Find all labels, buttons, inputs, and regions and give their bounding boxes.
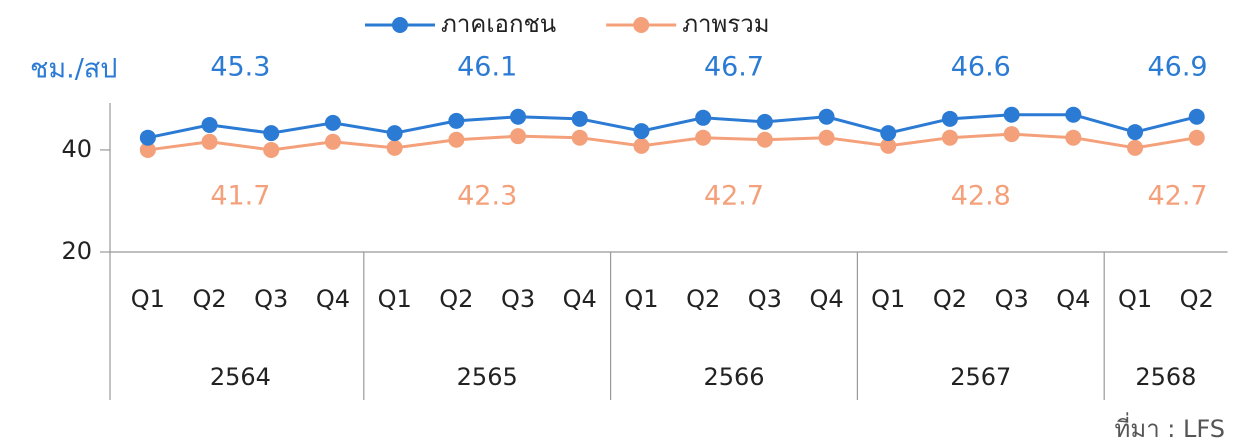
point: [1065, 106, 1082, 123]
x-tick-label: Q2: [933, 285, 967, 313]
point: [263, 125, 280, 142]
point: [941, 110, 958, 127]
point: [633, 123, 650, 140]
point: [571, 129, 588, 146]
point: [695, 109, 712, 126]
point: [139, 141, 156, 158]
x-tick-label: Q3: [501, 285, 535, 313]
group-value-label: 46.9: [1147, 52, 1207, 83]
unit-label: ชม./สป: [30, 54, 117, 85]
series-line: [147, 132, 1197, 152]
point: [880, 137, 897, 154]
y-tick-label: 20: [61, 237, 92, 265]
point: [756, 131, 773, 148]
point: [386, 139, 403, 156]
x-tick-label: Q2: [1180, 285, 1214, 313]
x-tick-label: Q1: [131, 285, 165, 313]
x-tick-label: Q1: [624, 285, 658, 313]
point: [1065, 129, 1082, 146]
point: [1003, 106, 1020, 123]
x-tick-label: Q3: [254, 285, 288, 313]
point: [818, 108, 835, 125]
point: [324, 133, 341, 150]
point: [1127, 139, 1144, 156]
x-group-label: 2565: [457, 363, 518, 391]
point: [756, 113, 773, 130]
group-value-label: 46.6: [951, 52, 1011, 83]
legend-marker: [392, 17, 408, 33]
legend-label: ภาพรวม: [682, 10, 769, 38]
group-value-label: 45.3: [210, 52, 270, 83]
group-value-label: 42.7: [1147, 181, 1207, 212]
point: [510, 108, 527, 125]
group-value-label: 42.7: [704, 181, 764, 212]
x-tick-label: Q4: [809, 285, 843, 313]
group-value-label: 46.1: [457, 52, 517, 83]
x-tick-label: Q4: [316, 285, 350, 313]
point: [1188, 129, 1205, 146]
point: [324, 114, 341, 131]
point: [510, 128, 527, 145]
x-tick-label: Q3: [995, 285, 1029, 313]
point: [201, 116, 218, 133]
x-tick-label: Q4: [1056, 285, 1090, 313]
point: [201, 133, 218, 150]
point: [448, 112, 465, 129]
group-value-label: 42.3: [457, 181, 517, 212]
series-line: [147, 113, 1198, 140]
point: [1188, 108, 1205, 125]
legend-marker: [633, 17, 650, 33]
x-tick-label: Q2: [686, 285, 720, 313]
point: [139, 129, 156, 146]
x-group-label: 2567: [950, 363, 1011, 391]
point: [633, 137, 650, 154]
x-tick-label: Q2: [192, 285, 226, 313]
group-value-label: 41.7: [210, 181, 270, 212]
point: [695, 129, 712, 146]
point: [880, 125, 897, 142]
point: [1003, 126, 1020, 143]
point: [386, 125, 403, 142]
point: [818, 129, 835, 146]
x-tick-label: Q4: [563, 285, 597, 313]
x-group-label: 2568: [1135, 363, 1196, 391]
x-tick-label: Q1: [1118, 285, 1152, 313]
x-tick-label: Q1: [378, 285, 412, 313]
x-tick-label: Q3: [748, 285, 782, 313]
point: [941, 129, 958, 146]
point: [448, 131, 465, 148]
legend-label: ภาคเอกชน: [441, 10, 556, 38]
x-group-label: 2566: [703, 363, 764, 391]
x-group-label: 2564: [210, 363, 271, 391]
group-value-label: 42.8: [951, 181, 1011, 212]
point: [571, 110, 588, 127]
group-value-label: 46.7: [704, 52, 764, 83]
point: [263, 141, 280, 158]
y-tick-label: 40: [61, 135, 92, 163]
source: ที่มา : LFS: [1115, 412, 1225, 443]
x-tick-label: Q1: [871, 285, 905, 313]
x-tick-label: Q2: [439, 285, 473, 313]
point: [1127, 124, 1144, 141]
